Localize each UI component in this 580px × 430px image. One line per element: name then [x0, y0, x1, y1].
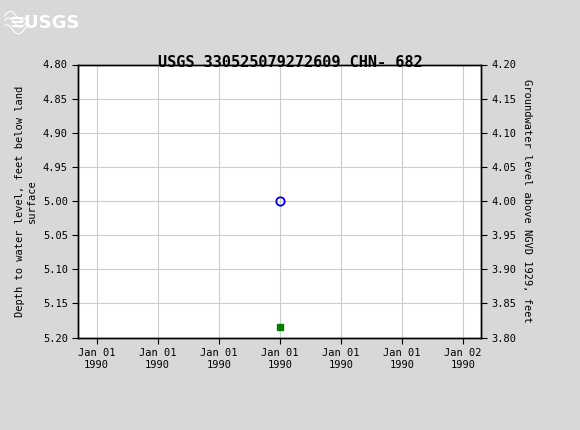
Text: ≡USGS: ≡USGS: [9, 14, 79, 31]
Text: USGS 330525079272609 CHN- 682: USGS 330525079272609 CHN- 682: [158, 55, 422, 70]
Y-axis label: Depth to water level, feet below land
surface: Depth to water level, feet below land su…: [15, 86, 37, 316]
Y-axis label: Groundwater level above NGVD 1929, feet: Groundwater level above NGVD 1929, feet: [523, 79, 532, 323]
